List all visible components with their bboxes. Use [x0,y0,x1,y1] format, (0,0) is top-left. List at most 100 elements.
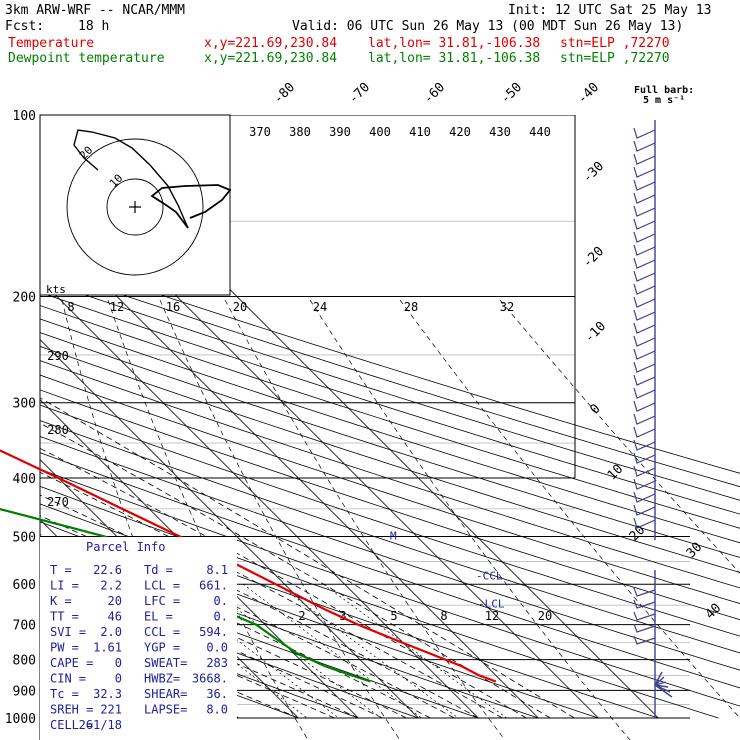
dry-adiabat-0 [40,598,359,719]
parcel-key: K = [50,594,72,608]
moist-adiabat-12 [40,534,431,719]
theta-label-380: 380 [289,125,311,139]
wind-barb [633,426,656,438]
dry-adiabat-80 [40,452,740,689]
speed-curve-1 [107,299,309,740]
wind-barb [633,270,656,282]
dry-adiabat-100 [40,420,740,654]
temperature-latlon: lat,lon= 31.81,-106.38 [368,36,541,51]
mixing-ratio-label-2: 2 [298,609,305,623]
dry-adiabat-60 [40,485,719,719]
dry-adiabat-180 [40,305,740,529]
temperature-station: stn=ELP ,72270 [560,36,670,51]
dry-adiabat-150 [40,346,740,573]
pressure-label-700: 700 [13,619,36,634]
wind-barb [633,244,656,256]
barb-key-line2: 5 m s⁻¹ [643,95,685,106]
dewpoint-station: stn=ELP ,72270 [560,51,670,66]
wind-barbs-layer [633,120,673,718]
speed-curve-3 [224,299,506,740]
parcel-value: 2.0 [100,625,122,639]
lcl-label: -LCL [478,598,505,611]
theta-label-430: 430 [489,125,511,139]
parcel-info-bg [40,537,237,740]
parcel-key: CELL = [50,718,93,732]
mixing-ratio-label-5: 5 [390,609,397,623]
dry-adiabat-70 [40,468,740,707]
parcel-value: 0 [115,656,122,670]
wind-barb-low [633,635,656,645]
parcel-key: SWEAT= [144,656,187,670]
isotherm-label--60: -60 [421,80,448,107]
wind-barb [633,504,656,516]
moist-adiabat-28 [40,447,527,719]
wind-barb [633,452,656,464]
wind-barb [633,231,656,243]
wind-barb-sfc [654,671,663,686]
mixing-ratio-label-3: 3 [339,609,346,623]
parcel-key: LFC = [144,594,180,608]
parcel-value: 36. [206,687,228,701]
isotherm-label--10: -10 [582,319,609,346]
wind-barb-low [633,599,656,609]
temperature-xy: x,y=221.69,230.84 [204,36,338,51]
speed-curve-0 [61,299,223,740]
moist-adiabat-0 [40,580,359,719]
mixing-ratio-label-12: 12 [485,609,499,623]
isotherm-30 [40,219,539,719]
wind-barb [633,140,656,152]
moist-adiabat-36 [40,397,575,719]
parcel-key: CAPE = [50,656,93,670]
wind-barb [633,192,656,204]
moist-adiabat--4 [40,593,335,719]
dry-adiabat-200 [40,279,740,501]
pressure-label-300: 300 [13,397,36,412]
wind-barb [633,283,656,295]
speed-label-32: 32 [500,300,514,314]
profiles-layer: -CCL -LCL M [0,449,505,683]
wind-barb [633,413,656,425]
hodo-unit: kts [46,283,66,296]
wind-barb [633,166,656,178]
dry-adiabat-90 [40,436,740,671]
isotherm-label--70: -70 [346,80,373,107]
wind-barb [633,309,656,321]
parcel-value: 283 [206,656,228,670]
dry-adiabat-210 [40,266,740,488]
parcel-key: T = [50,563,72,577]
hodo-ring-20 [66,138,204,276]
wind-barb [633,517,656,529]
pressure-label-1000: 1000 [5,712,36,727]
temperature-legend: Temperature [8,36,95,51]
dry-adiabat-160 [40,332,740,558]
hodo-ring-10 [106,178,164,236]
parcel-value: 221 [100,703,122,717]
pressure-label-900: 900 [13,684,36,699]
moist-adiabat-16 [40,515,455,719]
wind-barb [633,491,656,503]
isotherm-label-0: 0 [587,401,603,417]
dry-adiabat-220 [40,254,740,474]
parcel-key: SREH = [50,703,93,717]
parcel-key: LAPSE= [144,703,187,717]
dewpoint-legend: Dewpoint temperature [8,51,165,66]
wind-barb-sfc [654,681,667,686]
parcel-key: LI = [50,579,79,593]
mixing-ratio-12 [277,583,459,719]
dewpoint-latlon: lat,lon= 31.81,-106.38 [368,51,541,66]
isotherm-label--40: -40 [575,80,602,107]
barb-key-line1: Full barb: [634,85,694,96]
speed-label-8: 8 [67,300,74,314]
isotherm-label-10: 10 [605,462,627,484]
theta-label-420: 420 [449,125,471,139]
isotherm-label-40: 40 [703,601,725,623]
wind-barb [633,257,656,269]
wind-barb [633,218,656,230]
parcel-key: TT = [50,610,79,624]
moist-adiabat-8 [40,551,407,719]
wind-barb [633,465,656,477]
wind-barb [633,478,656,490]
ccl-label: -CCL [476,570,503,583]
